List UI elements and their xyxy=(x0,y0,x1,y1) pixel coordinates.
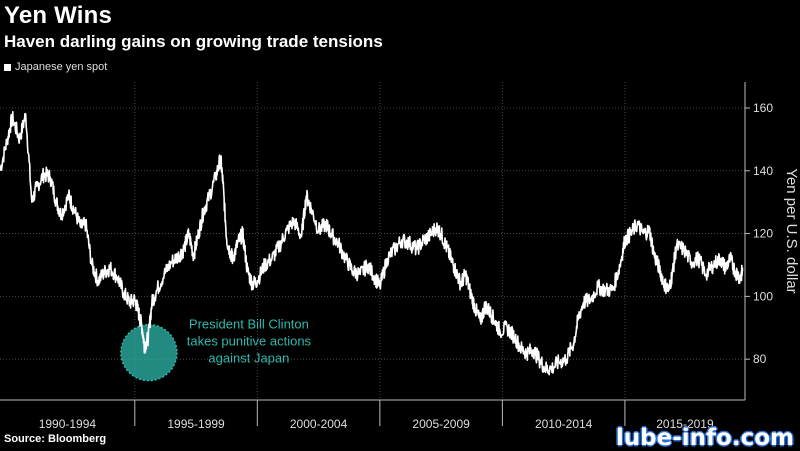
source-note: Source: Bloomberg xyxy=(4,433,107,445)
y-tick-label: 160 xyxy=(753,101,773,115)
annotation-text: takes punitive actions xyxy=(187,334,312,349)
annotation-text: against Japan xyxy=(208,351,289,366)
annotation-text: President Bill Clinton xyxy=(189,317,309,332)
chart-title: Yen Wins xyxy=(4,2,113,29)
annotation-circle xyxy=(120,323,178,382)
chart-legend: Japanese yen spot xyxy=(4,61,107,73)
x-tick-label: 2015-2019 xyxy=(656,417,714,431)
legend-label: Japanese yen spot xyxy=(15,61,108,73)
y-tick-label: 80 xyxy=(753,352,767,366)
watermark-logo: lube-info.com xyxy=(615,425,794,451)
y-tick-label: 120 xyxy=(753,227,773,241)
series-line-yen-spot xyxy=(0,111,744,376)
chart-subtitle: Haven darling gains on growing trade ten… xyxy=(4,32,383,51)
y-tick-label: 100 xyxy=(753,289,773,303)
x-tick-label: 1995-1999 xyxy=(167,417,225,431)
x-tick-label: 2010-2014 xyxy=(535,417,593,431)
x-tick-label: 2005-2009 xyxy=(412,417,470,431)
y-tick-label: 140 xyxy=(753,164,773,178)
legend-swatch-icon xyxy=(4,63,11,71)
y-axis-title: Yen per U.S. dollar xyxy=(783,168,800,293)
x-tick-label: 2000-2004 xyxy=(290,417,348,431)
x-tick-label: 1990-1994 xyxy=(39,417,97,431)
